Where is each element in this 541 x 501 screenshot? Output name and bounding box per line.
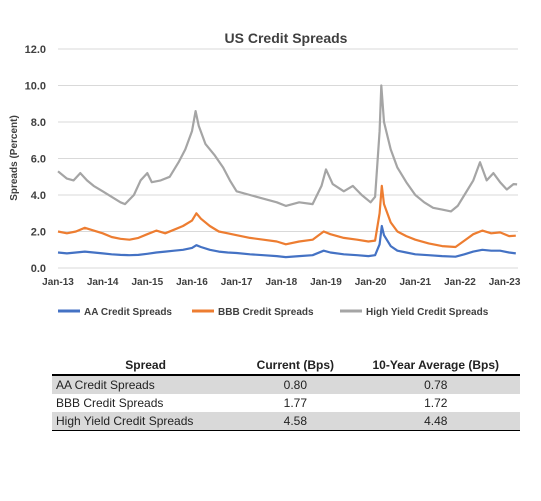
y-tick-label: 2.0 xyxy=(31,227,46,239)
y-tick-label: 8.0 xyxy=(31,117,46,129)
row-label: AA Credit Spreads xyxy=(52,375,240,394)
x-tick-label: Jan-21 xyxy=(399,277,431,288)
series-line-0 xyxy=(57,224,516,259)
x-tick-label: Jan-14 xyxy=(87,277,119,288)
header-10yr-average: 10-Year Average (Bps) xyxy=(351,356,520,376)
y-axis-label: Spreads (Percent) xyxy=(9,115,20,201)
row-current: 4.58 xyxy=(239,412,352,431)
chart-title: US Credit Spreads xyxy=(225,30,348,46)
row-average: 1.72 xyxy=(424,396,448,410)
legend-label: AA Credit Spreads xyxy=(84,307,172,318)
series-line-2 xyxy=(57,84,518,213)
row-label: High Yield Credit Spreads xyxy=(52,412,240,431)
x-tick-label: Jan-17 xyxy=(221,277,253,288)
header-current: Current (Bps) xyxy=(239,356,352,376)
table-header-row: Spread Current (Bps) 10-Year Average (Bp… xyxy=(52,356,520,376)
row-label: BBB Credit Spreads xyxy=(56,396,164,410)
x-tick-label: Jan-19 xyxy=(310,277,342,288)
x-tick-label: Jan-18 xyxy=(265,277,297,288)
legend: AA Credit Spreads BBB Credit Spreads High … xyxy=(58,307,489,318)
y-tick-label: 10.0 xyxy=(25,81,46,93)
y-tick-labels: 0.0 2.0 4.0 6.0 8.0 10.0 12.0 xyxy=(25,44,46,275)
y-tick-label: 0.0 xyxy=(31,263,46,275)
x-tick-label: Jan-15 xyxy=(131,277,163,288)
gridlines xyxy=(58,48,518,269)
row-current: 0.80 xyxy=(239,375,352,394)
table-row: AA Credit Spreads 0.80 0.78 xyxy=(52,375,520,394)
row-current: 1.77 xyxy=(283,396,308,410)
table-row: BBB Credit Spreads 1.77 1.72 xyxy=(52,394,520,412)
row-average: 4.48 xyxy=(351,412,520,431)
y-tick-label: 4.0 xyxy=(31,190,46,202)
x-tick-label: Jan-23 xyxy=(489,277,521,288)
x-tick-label: Jan-22 xyxy=(444,277,476,288)
header-spread: Spread xyxy=(52,356,240,376)
legend-label: High Yield Credit Spreads xyxy=(366,307,489,318)
credit-spreads-chart: US Credit Spreads Spreads (Percent) 0.0 2… xyxy=(9,30,521,318)
row-average: 0.78 xyxy=(351,375,520,394)
y-tick-label: 6.0 xyxy=(31,154,46,166)
x-tick-label: Jan-20 xyxy=(355,277,387,288)
series-lines xyxy=(57,84,518,259)
x-tick-label: Jan-16 xyxy=(176,277,208,288)
spread-summary-table: Spread Current (Bps) 10-Year Average (Bp… xyxy=(52,356,520,431)
x-tick-labels: Jan-13 Jan-14 Jan-15 Jan-16 Jan-17 Jan-18 Jan-… xyxy=(42,277,521,288)
table-row: High Yield Credit Spreads 4.58 4.48 xyxy=(52,412,520,431)
x-tick-label: Jan-13 xyxy=(42,277,74,288)
series-line-1 xyxy=(57,184,516,249)
legend-label: BBB Credit Spreads xyxy=(218,307,314,318)
y-tick-label: 12.0 xyxy=(25,44,46,56)
